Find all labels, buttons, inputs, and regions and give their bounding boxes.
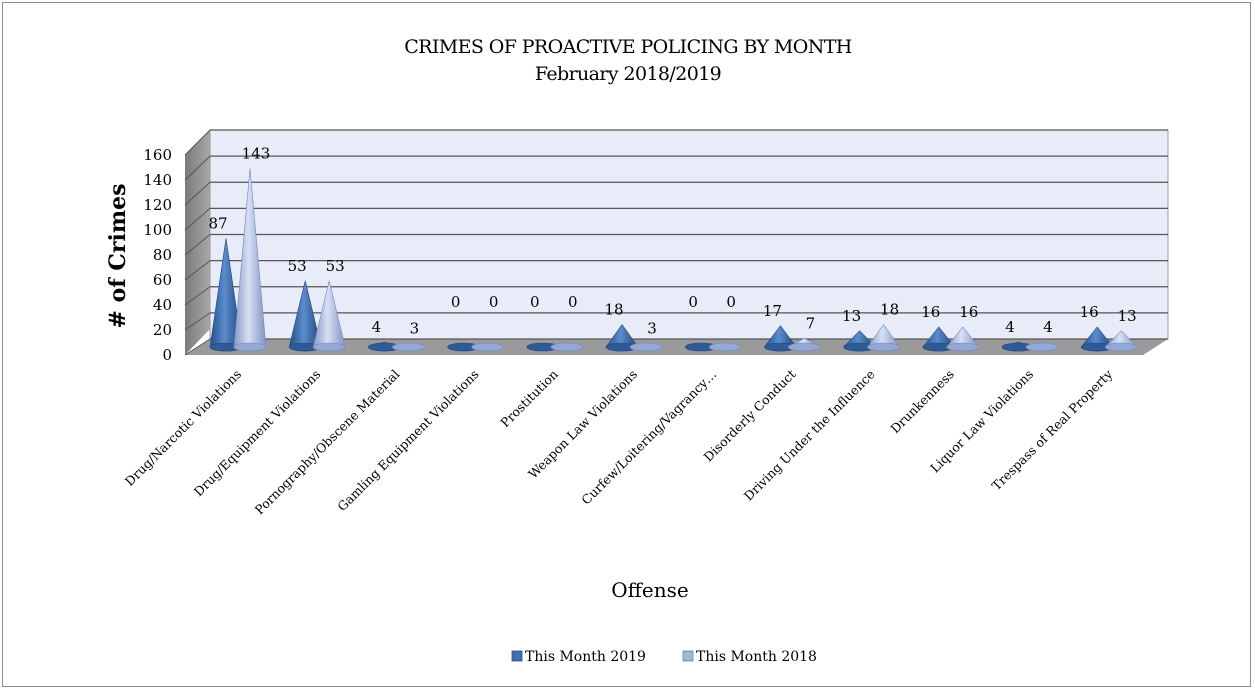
cone-base bbox=[550, 342, 584, 352]
data-label: 53 bbox=[326, 257, 345, 275]
data-labels: 87 53 4 0 0 18 0 17 13 16 4 16 143 53 3 0 0 3 0 7 18 16 4 13 bbox=[208, 144, 1136, 337]
data-label: 4 bbox=[1005, 318, 1015, 336]
cone-base bbox=[233, 342, 267, 352]
gridline-side bbox=[184, 286, 211, 306]
cone-base bbox=[1025, 342, 1059, 352]
y-tick-label: 40 bbox=[153, 296, 172, 314]
data-label: 4 bbox=[1043, 318, 1053, 336]
gridline-side bbox=[184, 129, 211, 156]
gridline-side bbox=[184, 312, 211, 331]
gridline-side bbox=[184, 338, 211, 356]
cone-base bbox=[946, 342, 980, 352]
cone-mark bbox=[764, 325, 797, 352]
cone-mark bbox=[708, 342, 742, 352]
chart-title: CRIMES OF PROACTIVE POLICING BY MONTH bbox=[404, 36, 852, 58]
cone-mark bbox=[471, 342, 504, 352]
y-tick-label: 100 bbox=[143, 221, 172, 239]
x-category-label: Drunkenness bbox=[887, 367, 957, 437]
x-axis-title: Offense bbox=[611, 578, 688, 602]
cone-mark bbox=[1025, 341, 1059, 352]
y-tick-label: 0 bbox=[162, 346, 172, 364]
cone-mark bbox=[233, 168, 267, 352]
cone-mark bbox=[392, 342, 425, 352]
data-label: 16 bbox=[1080, 303, 1099, 321]
legend-label-2018: This Month 2018 bbox=[696, 649, 817, 665]
y-axis-title: # of Crimes bbox=[105, 183, 131, 328]
gridline-side bbox=[184, 234, 211, 256]
data-label: 53 bbox=[288, 257, 307, 275]
data-label: 0 bbox=[530, 293, 540, 311]
gridline-side bbox=[184, 155, 211, 181]
data-label: 0 bbox=[688, 293, 698, 311]
cone-base bbox=[867, 342, 900, 352]
y-tick-label: 60 bbox=[153, 271, 172, 289]
y-tick-label: 140 bbox=[143, 171, 172, 189]
data-label: 16 bbox=[959, 303, 978, 321]
data-label: 7 bbox=[806, 314, 816, 332]
gridlines bbox=[184, 129, 1168, 356]
data-label: 13 bbox=[1118, 307, 1137, 325]
cone-base bbox=[392, 342, 425, 352]
legend-swatch-2018 bbox=[682, 650, 694, 662]
gridline-side bbox=[184, 260, 211, 281]
x-category-label: Curfew/Loitering/Vagrancy… bbox=[578, 367, 719, 508]
x-category-label: Pornography/Obscene Material bbox=[252, 367, 403, 518]
cone-mark bbox=[946, 326, 980, 352]
cone-mark bbox=[922, 326, 956, 352]
y-tick-label: 160 bbox=[143, 146, 172, 164]
cone-mark bbox=[288, 280, 322, 352]
cone-base bbox=[708, 342, 742, 352]
legend: This Month 2019 This Month 2018 bbox=[511, 649, 817, 665]
data-label: 18 bbox=[604, 301, 623, 319]
data-label: 143 bbox=[242, 144, 271, 162]
side-wall bbox=[185, 130, 210, 355]
data-label: 0 bbox=[451, 293, 461, 311]
data-label: 13 bbox=[842, 307, 861, 325]
y-axis-ticks: 0 20 40 60 80 100 120 140 160 bbox=[143, 146, 172, 364]
data-label: 17 bbox=[763, 302, 782, 320]
data-label: 0 bbox=[489, 293, 499, 311]
gridline-side bbox=[184, 207, 211, 231]
y-tick-label: 80 bbox=[153, 246, 172, 264]
cone-series bbox=[209, 168, 1138, 352]
cone-mark bbox=[629, 342, 663, 352]
cone-mark bbox=[1104, 330, 1138, 352]
data-label: 3 bbox=[647, 319, 657, 337]
cone-base bbox=[312, 342, 346, 352]
cone-base bbox=[788, 342, 821, 352]
y-tick-label: 20 bbox=[153, 321, 172, 339]
data-label: 0 bbox=[726, 293, 736, 311]
cone-base bbox=[629, 342, 663, 352]
data-label: 4 bbox=[372, 318, 382, 336]
data-label: 18 bbox=[880, 301, 899, 319]
cone-mark bbox=[550, 342, 584, 352]
cone-mark bbox=[1001, 341, 1035, 352]
chart-subtitle: February 2018/2019 bbox=[535, 63, 721, 85]
cone-base bbox=[471, 342, 504, 352]
cone-mark bbox=[788, 337, 821, 352]
cone-mark bbox=[843, 330, 876, 352]
y-tick-label: 120 bbox=[143, 196, 172, 214]
data-label: 16 bbox=[921, 303, 940, 321]
x-category-label: Driving Under the Influence bbox=[741, 367, 878, 504]
cone-base bbox=[1104, 342, 1138, 352]
cone-mark bbox=[867, 323, 900, 352]
legend-label-2019: This Month 2019 bbox=[525, 649, 646, 665]
cone-mark bbox=[1080, 326, 1114, 352]
x-category-label: Gamling Equipment Violations bbox=[334, 367, 481, 514]
gridline-side bbox=[184, 181, 211, 206]
x-category-label: Drug/Equipment Violations bbox=[191, 367, 324, 500]
data-label: 87 bbox=[208, 214, 227, 232]
x-category-label: Prostitution bbox=[497, 367, 561, 431]
legend-swatch-2019 bbox=[511, 650, 523, 662]
data-label: 0 bbox=[568, 293, 578, 311]
floor bbox=[185, 339, 1168, 355]
cone-mark bbox=[312, 280, 346, 352]
data-label: 3 bbox=[410, 319, 420, 337]
